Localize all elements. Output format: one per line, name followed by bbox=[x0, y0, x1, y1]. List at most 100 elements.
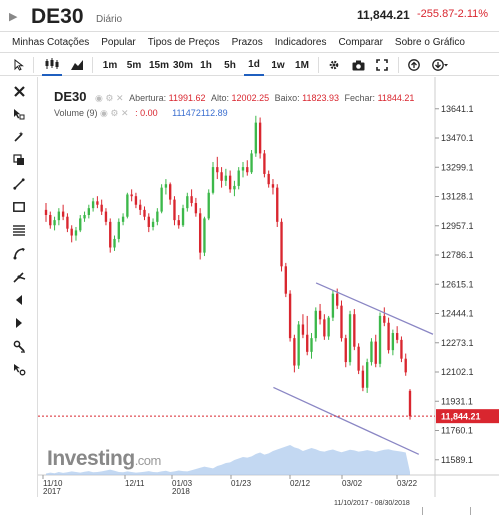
settings-small-icon[interactable]: ⚙ bbox=[110, 108, 119, 118]
timeframe-5m[interactable]: 5m bbox=[126, 59, 142, 71]
timeframe-1w[interactable]: 1w bbox=[271, 59, 285, 71]
timeframe-15m[interactable]: 15m bbox=[148, 59, 169, 71]
candle-body bbox=[284, 266, 287, 294]
channel-lower-line bbox=[273, 386, 420, 455]
y-tick-label: 12615.1 bbox=[441, 279, 474, 289]
dropdown-arrow-icon[interactable]: ▶ bbox=[9, 11, 18, 23]
candle-body bbox=[357, 346, 360, 371]
candle-body bbox=[177, 220, 180, 226]
x-tick-label: 11/10 bbox=[43, 479, 63, 488]
chart-area[interactable]: 13641.1 13470.1 13299.1 13128.1 12957.1 12786… bbox=[38, 77, 499, 497]
trend-line-icon[interactable] bbox=[8, 174, 30, 194]
y-tick-label: 11931.1 bbox=[441, 396, 473, 406]
timeframe-1M[interactable]: 1M bbox=[295, 59, 309, 71]
zoom-tool-icon[interactable] bbox=[8, 359, 30, 379]
menu-popular[interactable]: Popular bbox=[101, 37, 136, 48]
candle-body bbox=[297, 324, 300, 366]
cloud-download-icon[interactable] bbox=[430, 54, 452, 76]
menu-indicadores[interactable]: Indicadores bbox=[274, 37, 327, 48]
magic-wand-icon[interactable] bbox=[8, 127, 30, 147]
toolbar-separator bbox=[398, 57, 399, 73]
candlestick-chart-icon[interactable] bbox=[42, 54, 62, 76]
x-tick-label: 01/23 bbox=[231, 479, 252, 488]
arrow-right-icon[interactable] bbox=[8, 313, 30, 333]
y-tick-label: 11589.1 bbox=[441, 455, 473, 465]
price-chart[interactable]: 13641.1 13470.1 13299.1 13128.1 12957.1 12786… bbox=[38, 77, 499, 497]
close-small-icon[interactable]: ✕ bbox=[121, 108, 129, 118]
arrow-left-icon[interactable] bbox=[8, 290, 30, 310]
candle-body bbox=[156, 211, 159, 222]
candle-body bbox=[96, 201, 99, 205]
copy-icon[interactable] bbox=[8, 150, 30, 170]
candle-body bbox=[74, 230, 78, 236]
candle-body bbox=[288, 293, 292, 339]
cursor-icon[interactable] bbox=[10, 54, 28, 76]
candle-body bbox=[310, 338, 313, 352]
candle-body bbox=[134, 196, 138, 205]
range-handle[interactable] bbox=[422, 507, 423, 515]
fibonacci-tool-icon[interactable] bbox=[8, 243, 30, 263]
candle-body bbox=[91, 201, 95, 209]
range-handle[interactable] bbox=[470, 507, 471, 515]
ohlc-legend: DE30 ◉ ⚙ ✕ Abertura: 11991.62 Alto: 1200… bbox=[54, 89, 414, 104]
settings-gear-icon[interactable] bbox=[325, 54, 343, 76]
high-label: Alto: bbox=[211, 93, 230, 103]
settings-small-icon[interactable]: ⚙ bbox=[105, 93, 114, 103]
last-price-tag bbox=[436, 409, 499, 424]
candle-body bbox=[408, 390, 412, 417]
candle-body bbox=[271, 184, 275, 188]
candle-body bbox=[314, 310, 317, 339]
candle-body bbox=[143, 209, 146, 217]
menu-prazos[interactable]: Prazos bbox=[231, 37, 263, 48]
y-tick-label: 12786.1 bbox=[441, 250, 474, 260]
x-tick-label: 03/02 bbox=[342, 479, 363, 488]
candle-body bbox=[151, 221, 155, 227]
candle-body bbox=[220, 172, 223, 181]
timeframe-1m[interactable]: 1m bbox=[102, 59, 118, 71]
close-small-icon[interactable]: ✕ bbox=[116, 93, 124, 103]
crosshair-cursor-icon[interactable] bbox=[8, 104, 30, 124]
timeframe-1d[interactable]: 1d bbox=[244, 54, 264, 76]
x-tick-label: 2018 bbox=[172, 487, 190, 496]
fullscreen-icon[interactable] bbox=[373, 54, 391, 76]
candle-body bbox=[139, 204, 142, 210]
logo-suffix: .com bbox=[134, 453, 162, 468]
toolbar-separator bbox=[33, 57, 34, 73]
eye-icon[interactable]: ◉ bbox=[100, 108, 108, 118]
candle-body bbox=[318, 310, 322, 320]
measure-tool-icon[interactable] bbox=[8, 336, 30, 356]
timeframe-1h[interactable]: 1h bbox=[200, 59, 212, 71]
candle-body bbox=[198, 213, 202, 253]
volume-label: Volume (9) bbox=[54, 108, 98, 118]
camera-icon[interactable] bbox=[349, 54, 367, 76]
timeframe-30m[interactable]: 30m bbox=[172, 59, 193, 71]
close-icon[interactable] bbox=[8, 81, 30, 101]
pitchfork-icon[interactable] bbox=[8, 267, 30, 287]
close-value: 11844.21 bbox=[377, 93, 415, 103]
candle-body bbox=[104, 211, 108, 222]
candle-body bbox=[365, 362, 369, 388]
eye-icon[interactable]: ◉ bbox=[95, 93, 103, 103]
candle-body bbox=[353, 314, 356, 347]
candle-body bbox=[391, 333, 395, 351]
candle-body bbox=[70, 228, 73, 236]
period-label: Diário bbox=[96, 14, 123, 25]
candle-body bbox=[79, 218, 82, 231]
x-tick-label: 03/22 bbox=[397, 479, 418, 488]
horizontal-lines-icon[interactable] bbox=[8, 220, 30, 240]
candle-body bbox=[246, 167, 249, 173]
rectangle-tool-icon[interactable] bbox=[8, 197, 30, 217]
candle-body bbox=[164, 184, 168, 188]
area-chart-icon[interactable] bbox=[68, 54, 86, 76]
candle-body bbox=[87, 208, 91, 215]
menu-minhas-cotacoes[interactable]: Minhas Cotações bbox=[12, 37, 90, 48]
candle-body bbox=[117, 221, 120, 239]
menu-sobre-o-grafico[interactable]: Sobre o Gráfico bbox=[394, 37, 465, 48]
cloud-upload-icon[interactable] bbox=[405, 54, 423, 76]
menu-comparar[interactable]: Comparar bbox=[338, 37, 383, 48]
menu-tipos-de-precos[interactable]: Tipos de Preços bbox=[147, 37, 220, 48]
volume-ma-value: 111472112.89 bbox=[172, 108, 228, 118]
x-tick-label: 02/12 bbox=[290, 479, 311, 488]
timeframe-5h[interactable]: 5h bbox=[224, 59, 236, 71]
channel-upper-line bbox=[315, 282, 434, 335]
